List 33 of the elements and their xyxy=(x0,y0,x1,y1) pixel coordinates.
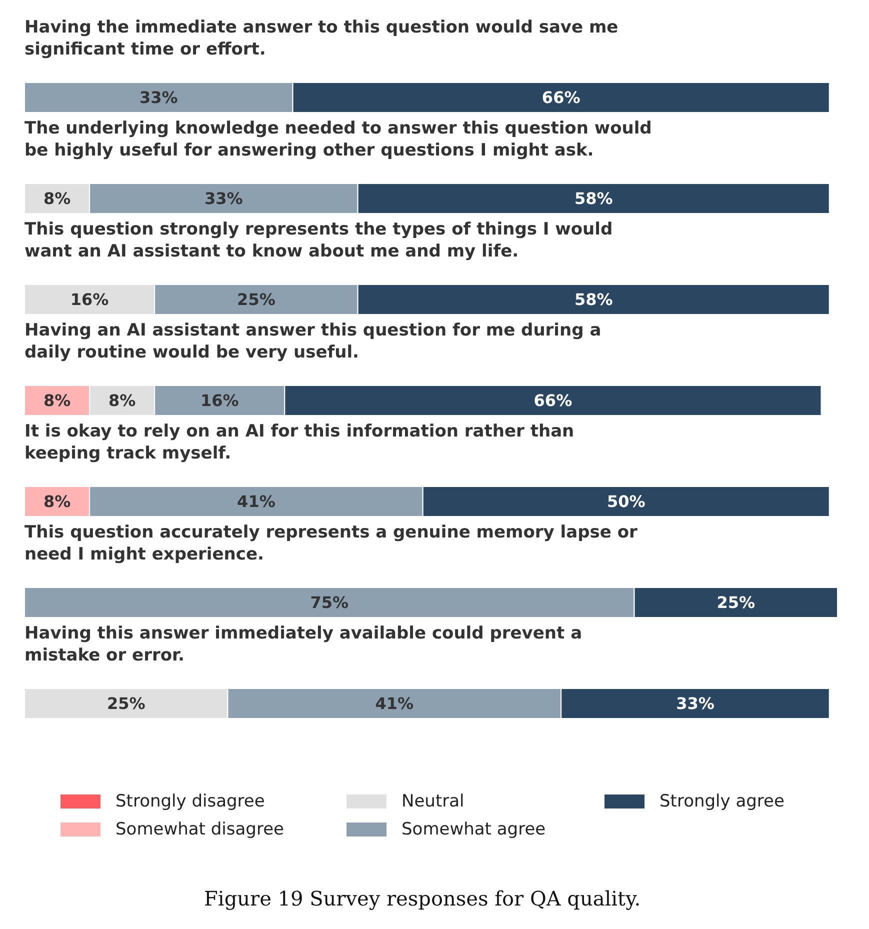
legend-label: Neutral xyxy=(402,792,464,812)
data-label: 25% xyxy=(716,593,756,612)
data-label: 8% xyxy=(108,391,136,410)
legend-label: Somewhat disagree xyxy=(116,820,284,840)
data-label: 66% xyxy=(542,88,580,107)
data-label: 16% xyxy=(200,391,239,410)
data-label: 58% xyxy=(574,189,613,208)
y-tick-label: Having an AI assistant answer this question for me during a daily routine would be very useful. xyxy=(24,320,602,362)
data-label: 75% xyxy=(310,593,349,612)
y-tick-label: Having the immediate answer to this question would save me significant time or effort. xyxy=(24,18,618,60)
data-label: 41% xyxy=(375,694,414,713)
y-tick-label: This question accurately represents a genuine memory lapse or need I might experience. xyxy=(24,522,638,564)
caption: Figure 19 Survey responses for QA quality. xyxy=(204,886,641,910)
legend-label: Strongly agree xyxy=(660,792,784,812)
data-label: 41% xyxy=(237,492,276,511)
data-label: 33% xyxy=(204,189,243,208)
data-label: 25% xyxy=(237,290,276,309)
legend-label: Strongly disagree xyxy=(116,792,265,812)
data-label: 8% xyxy=(43,391,71,410)
y-tick-label: It is okay to rely on an AI for this information rather than keeping track myself. xyxy=(24,422,574,464)
data-label: 50% xyxy=(606,492,646,511)
legend-label: Somewhat agree xyxy=(402,820,546,840)
data-label: 8% xyxy=(43,492,71,511)
data-label: 16% xyxy=(70,290,109,309)
data-label: 58% xyxy=(574,290,613,309)
y-tick-label: Having this answer immediately available could prevent a mistake or error. xyxy=(24,624,582,666)
data-label: 8% xyxy=(43,189,71,208)
data-label: 33% xyxy=(139,88,178,107)
data-label: 66% xyxy=(534,391,572,410)
y-tick-label: This question strongly represents the types of things I would want an AI assistant to know about me and my life. xyxy=(24,220,613,262)
data-label: 33% xyxy=(676,694,714,713)
y-tick-label: The underlying knowledge needed to answer this question would be highly useful for answering other questions I might ask. xyxy=(24,118,652,160)
data-label: 25% xyxy=(106,694,146,713)
